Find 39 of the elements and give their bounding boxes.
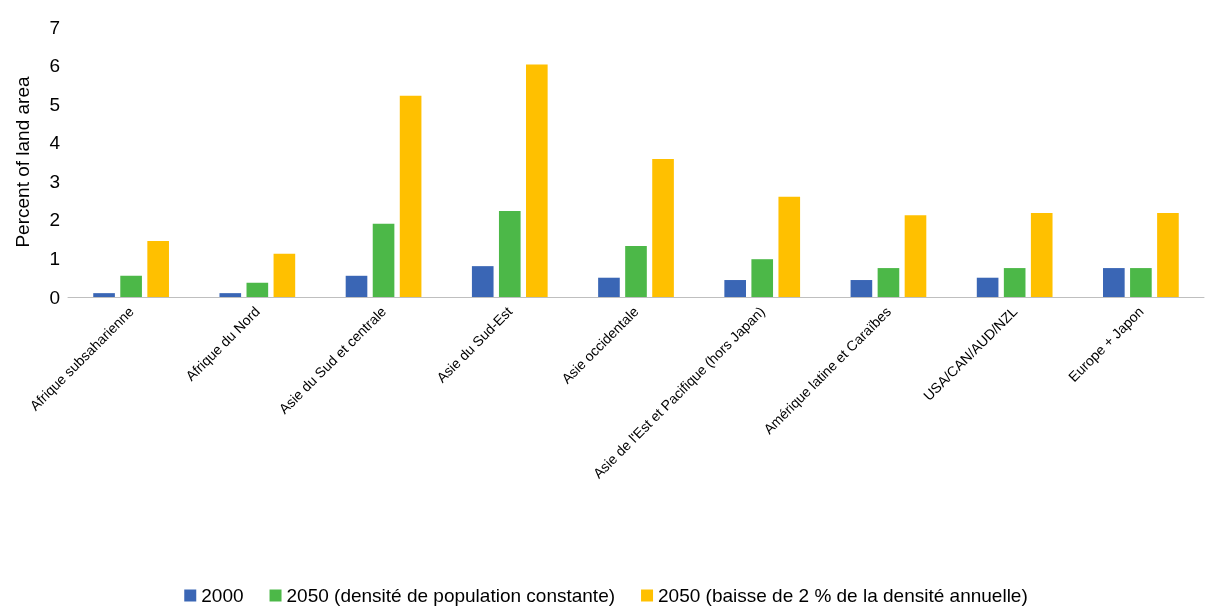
bar: [219, 293, 242, 297]
y-tick-label: 7: [49, 16, 60, 38]
bar: [625, 246, 647, 297]
bar: [345, 275, 368, 297]
legend-label: 2000: [201, 585, 244, 606]
y-tick-label: 2: [49, 209, 60, 231]
bar: [598, 277, 620, 297]
bar: [976, 277, 999, 297]
y-tick-label: 6: [49, 55, 60, 77]
bar: [652, 158, 674, 297]
bar: [1157, 212, 1179, 297]
y-axis-title: Percent of land area: [12, 76, 33, 248]
legend-label: 2050 (baisse de 2 % de la densité annuelle): [658, 585, 1028, 606]
bar: [778, 196, 801, 297]
bar: [1003, 268, 1026, 297]
y-tick-label: 0: [49, 286, 60, 308]
bar: [399, 95, 422, 297]
bar: [751, 259, 774, 297]
bar: [498, 210, 521, 297]
y-tick-label: 3: [49, 170, 60, 192]
y-tick-label: 5: [49, 93, 60, 115]
bar: [93, 293, 115, 297]
y-tick-label: 1: [49, 247, 60, 269]
bar: [120, 275, 142, 297]
bar: [850, 280, 873, 297]
legend-label: 2050 (densité de population constante): [286, 585, 616, 606]
bar: [147, 241, 169, 297]
bar: [273, 253, 296, 297]
bar: [724, 280, 746, 297]
y-tick-label: 4: [49, 132, 61, 154]
bar: [1030, 212, 1053, 297]
bar: [526, 64, 548, 297]
bar: [1130, 268, 1152, 297]
bar: [246, 282, 269, 297]
bar: [877, 268, 900, 297]
bar: [372, 223, 395, 297]
bar: [1103, 268, 1125, 297]
bar: [904, 215, 927, 297]
bar: [471, 266, 494, 297]
